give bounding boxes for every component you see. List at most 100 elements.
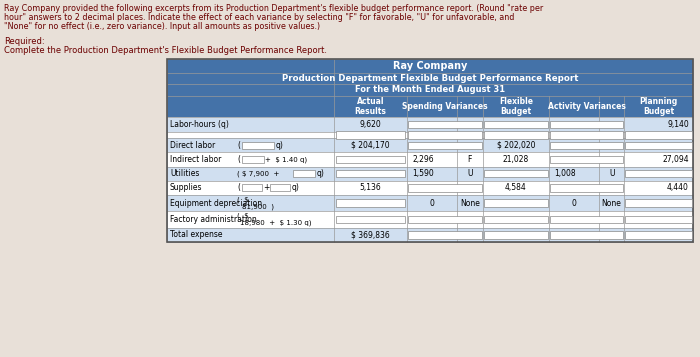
Text: 1,590: 1,590 (412, 169, 434, 178)
Bar (484, 131, 548, 139)
Text: None: None (460, 199, 480, 208)
Bar (336, 131, 405, 139)
Text: (: ( (237, 141, 240, 150)
Bar (408, 131, 482, 139)
Bar (408, 216, 482, 223)
Text: Complete the Production Department's Flexible Budget Performance Report.: Complete the Production Department's Fle… (4, 46, 327, 55)
Text: q): q) (292, 183, 300, 192)
Bar (336, 156, 405, 163)
Text: For the Month Ended August 31: For the Month Ended August 31 (355, 85, 505, 94)
Bar (167, 59, 693, 242)
Text: 18,980  +  $ 1.30 q): 18,980 + $ 1.30 q) (240, 220, 312, 226)
Bar (336, 170, 405, 177)
Text: 4,584: 4,584 (505, 183, 526, 192)
Text: Factory administration: Factory administration (170, 215, 257, 224)
Bar (626, 170, 692, 177)
Text: (  $: ( $ (237, 213, 248, 219)
Text: hour" answers to 2 decimal places. Indicate the effect of each variance by selec: hour" answers to 2 decimal places. Indic… (4, 13, 514, 22)
Bar (242, 185, 262, 191)
Text: Equipment depreciation: Equipment depreciation (170, 199, 262, 208)
Bar (167, 59, 693, 117)
Text: $ 369,836: $ 369,836 (351, 230, 390, 240)
Text: Supplies: Supplies (170, 183, 202, 192)
Text: +: + (263, 183, 270, 192)
Text: q): q) (317, 169, 325, 178)
Text: Production Department Flexible Budget Performance Report: Production Department Flexible Budget Pe… (281, 74, 578, 83)
Bar (626, 216, 692, 223)
Text: 81,900  ): 81,900 ) (242, 203, 274, 210)
Text: 4,440: 4,440 (667, 183, 689, 192)
Text: 2,296: 2,296 (412, 155, 434, 164)
Text: (: ( (237, 183, 240, 192)
Text: 9,140: 9,140 (667, 120, 689, 129)
Text: $ 204,170: $ 204,170 (351, 141, 390, 150)
Text: 0: 0 (571, 199, 576, 208)
Bar (167, 181, 693, 195)
Bar (550, 121, 624, 128)
Bar (408, 231, 482, 238)
Text: Spending Variances: Spending Variances (402, 102, 488, 111)
Text: Total expense: Total expense (170, 230, 223, 240)
Bar (550, 184, 624, 192)
Bar (336, 216, 405, 223)
Bar (242, 142, 274, 149)
Bar (408, 121, 482, 128)
Bar (626, 131, 692, 139)
Bar (293, 170, 315, 177)
Text: Activity Variances: Activity Variances (548, 102, 626, 111)
Text: 5,136: 5,136 (360, 183, 382, 192)
Text: U: U (609, 169, 615, 178)
Text: 21,028: 21,028 (503, 155, 529, 164)
Bar (167, 195, 693, 211)
Text: Utilities: Utilities (170, 169, 199, 178)
Text: ( $ 7,900  +: ( $ 7,900 + (237, 170, 279, 177)
Text: F: F (468, 155, 472, 164)
Bar (270, 185, 290, 191)
Text: Direct labor: Direct labor (170, 141, 216, 150)
Text: 9,620: 9,620 (360, 120, 382, 129)
Bar (336, 200, 405, 207)
Text: 27,094: 27,094 (662, 155, 689, 164)
Bar (626, 142, 692, 149)
Bar (550, 216, 624, 223)
Text: Planning
Budget: Planning Budget (640, 97, 678, 116)
Bar (550, 231, 624, 238)
Text: Ray Company: Ray Company (393, 61, 467, 71)
Bar (550, 131, 624, 139)
Text: $ 202,020: $ 202,020 (496, 141, 535, 150)
Bar (550, 156, 624, 163)
Bar (484, 200, 548, 207)
Bar (167, 167, 693, 181)
Bar (408, 184, 482, 192)
Bar (408, 142, 482, 149)
Text: U: U (467, 169, 473, 178)
Bar (242, 156, 264, 163)
Text: "None" for no effect (i.e., zero variance). Input all amounts as positive values: "None" for no effect (i.e., zero varianc… (4, 22, 320, 31)
Text: Flexible
Budget: Flexible Budget (499, 97, 533, 116)
Text: 0: 0 (429, 199, 434, 208)
Text: Indirect labor: Indirect labor (170, 155, 221, 164)
Text: None: None (602, 199, 622, 208)
Text: +  $ 1.40 q): + $ 1.40 q) (265, 156, 307, 163)
Bar (167, 132, 693, 138)
Text: q): q) (276, 141, 284, 150)
Text: (  $: ( $ (237, 196, 248, 203)
Bar (550, 142, 624, 149)
Text: 1,008: 1,008 (554, 169, 576, 178)
Text: Ray Company provided the following excerpts from its Production Department's fle: Ray Company provided the following excer… (4, 4, 543, 13)
Bar (167, 211, 693, 228)
Bar (167, 117, 693, 132)
Bar (626, 200, 692, 207)
Text: Actual
Results: Actual Results (355, 97, 386, 116)
Text: Labor-hours (q): Labor-hours (q) (170, 120, 229, 129)
Bar (626, 231, 692, 238)
Bar (484, 231, 548, 238)
Bar (484, 170, 548, 177)
Bar (484, 121, 548, 128)
Text: Required:: Required: (4, 37, 45, 46)
Bar (484, 216, 548, 223)
Bar (167, 138, 693, 152)
Text: (: ( (237, 155, 240, 164)
Bar (167, 152, 693, 167)
Bar (167, 228, 693, 242)
